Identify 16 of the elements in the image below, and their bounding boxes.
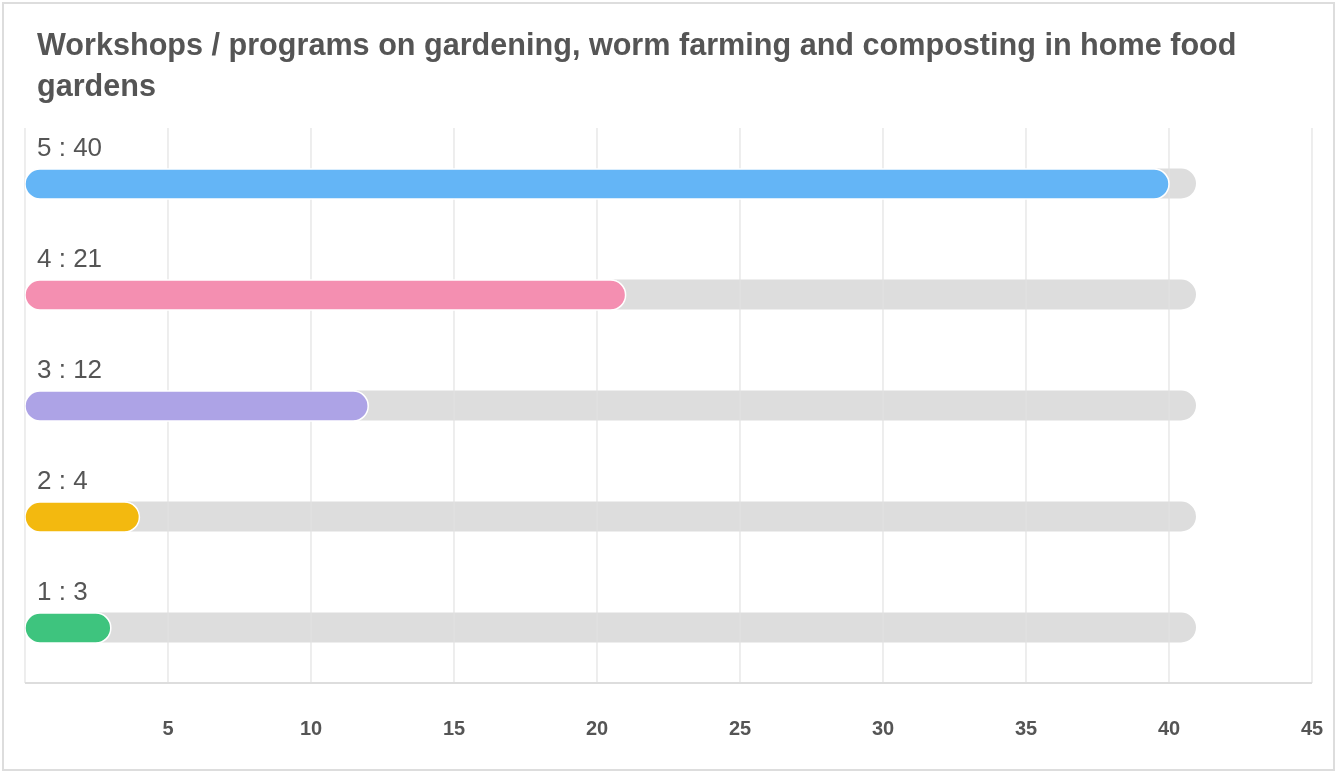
x-tick-label: 15 xyxy=(442,717,466,739)
x-tick-label: 40 xyxy=(1157,717,1181,739)
x-tick-label: 20 xyxy=(585,717,609,739)
y-tick-label: 5 : 40 xyxy=(37,132,103,162)
y-tick-label: 4 : 21 xyxy=(37,243,103,273)
x-tick-label: 35 xyxy=(1014,717,1038,739)
chart-title: Workshops / programs on gardening, worm farming and composting in home food gardens xyxy=(37,26,1238,105)
x-tick-label: 45 xyxy=(1300,717,1324,739)
x-tick-label: 30 xyxy=(871,717,895,739)
y-tick-label: 3 : 12 xyxy=(37,354,103,384)
y-tick-label: 2 : 4 xyxy=(37,465,88,495)
x-tick-label: 25 xyxy=(728,717,752,739)
x-tick-label: 5 xyxy=(162,717,174,739)
y-tick-label: 1 : 3 xyxy=(37,576,88,606)
x-tick-label: 10 xyxy=(299,717,323,739)
bar xyxy=(25,501,141,533)
